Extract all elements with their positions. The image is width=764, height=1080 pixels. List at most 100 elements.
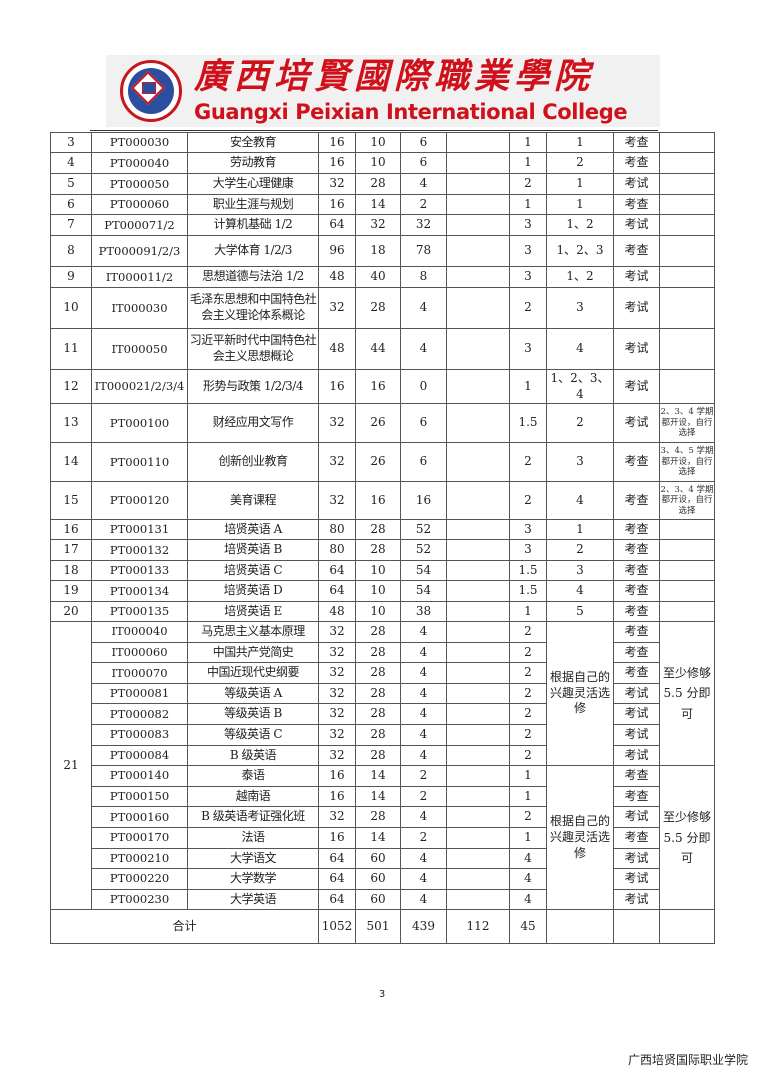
- practice-hours: 52: [400, 539, 447, 561]
- table-row: 10 IT000030 毛泽东思想和中国特色社会主义理论体系概论 32 28 4 2 3 考试: [50, 287, 715, 329]
- exam-type: 考试: [613, 744, 660, 767]
- course-table: 3 PT000030 安全教育 16 10 6 1 1 考查 4 PT000040 劳动教育 16 10 6…: [50, 132, 715, 945]
- table-row: 13 PT000100 财经应用文写作 32 26 6 1.5 2 考试 2、3、4 学期都开设，…: [50, 403, 715, 443]
- exam-type: 考试: [613, 868, 660, 890]
- table-row: PT000140 泰语 16 14 2 1 根据自己的兴趣灵活选修 考查 至少修够 5.5 分即…: [51, 765, 715, 911]
- course-code: PT000220: [91, 868, 188, 890]
- exam-type: 考试: [613, 287, 660, 329]
- credits: 2: [509, 723, 547, 746]
- remark: [659, 132, 715, 153]
- course-name: B 级英语考证强化班: [187, 806, 319, 828]
- exam-type: 考查: [613, 539, 660, 561]
- theory-hours: 10: [355, 132, 401, 153]
- practice-hours: 6: [400, 152, 447, 174]
- course-code: PT000050: [91, 173, 188, 195]
- credits: 3: [509, 519, 547, 540]
- exam-type: 考查: [613, 765, 660, 787]
- total-hours: 16: [318, 152, 356, 174]
- theory-hours: 28: [355, 806, 401, 828]
- practice-hours: 4: [400, 723, 447, 746]
- extra-hours: [446, 560, 510, 581]
- theory-hours: 26: [355, 442, 401, 482]
- credits: 2: [509, 173, 547, 195]
- total-practice: 439: [400, 909, 447, 945]
- semester: 4: [546, 328, 614, 370]
- course-code: PT000071/2: [91, 214, 188, 236]
- course-name: 等级英语 A: [187, 682, 319, 705]
- practice-hours: 16: [400, 481, 447, 520]
- extra-hours: [446, 744, 510, 767]
- theory-hours: 14: [355, 826, 401, 849]
- course-code: PT000083: [91, 723, 188, 746]
- practice-hours: 4: [400, 621, 447, 643]
- credits: 1.5: [509, 580, 547, 602]
- course-code: PT000084: [91, 744, 188, 767]
- course-name: 形势与政策 1/2/3/4: [187, 369, 319, 404]
- total-hours: 32: [318, 173, 356, 195]
- row-number: 19: [50, 580, 92, 602]
- credits: 1.5: [509, 560, 547, 581]
- extra-hours: [446, 173, 510, 195]
- course-name: 劳动教育: [187, 152, 319, 174]
- practice-hours: 4: [400, 287, 447, 329]
- remark: 2、3、4 学期都开设，自行选择: [659, 481, 715, 520]
- exam-type: 考试: [613, 266, 660, 288]
- extra-hours: [446, 403, 510, 443]
- header-rule: [90, 130, 658, 131]
- remark: [659, 235, 715, 267]
- table-row: PT000081 等级英语 A 32 28 4 2 考试: [51, 682, 715, 705]
- credits: 4: [509, 888, 547, 911]
- theory-hours: 28: [355, 723, 401, 746]
- exam-type: 考查: [613, 641, 660, 664]
- course-name: 思想道德与法治 1/2: [187, 266, 319, 288]
- course-code: PT000140: [91, 765, 188, 787]
- page-number: 3: [378, 989, 386, 1000]
- course-code: PT000082: [91, 703, 188, 725]
- exam-type: 考查: [613, 132, 660, 153]
- footer-college: 广西培贤国际职业学院: [627, 1053, 748, 1067]
- table-row: 12 IT000021/2/3/4 形势与政策 1/2/3/4 16 16 0 1 1、2、3…: [50, 369, 715, 404]
- row-number: 6: [50, 194, 92, 215]
- total-hours: 32: [318, 744, 356, 767]
- extra-hours: [446, 539, 510, 561]
- course-name: 职业生涯与规划: [187, 194, 319, 215]
- course-code: PT000120: [91, 481, 188, 520]
- course-code: IT000011/2: [91, 266, 188, 288]
- exam-type: 考查: [613, 662, 660, 684]
- total-hours: 32: [318, 806, 356, 828]
- empty-cell: [613, 909, 660, 945]
- credits: 1: [509, 369, 547, 404]
- theory-hours: 60: [355, 888, 401, 911]
- table-row: 9 IT000011/2 思想道德与法治 1/2 48 40 8 3 1、2 考试: [50, 266, 715, 288]
- row-number: 4: [50, 152, 92, 174]
- theory-hours: 28: [355, 682, 401, 705]
- credits: 1.5: [509, 403, 547, 443]
- course-code: IT000021/2/3/4: [91, 369, 188, 404]
- course-name: 大学生心理健康: [187, 173, 319, 195]
- theory-hours: 44: [355, 328, 401, 370]
- table-row: PT000220 大学数学 64 60 4 4 考试: [51, 868, 715, 890]
- theory-hours: 28: [355, 173, 401, 195]
- total-theory: 501: [355, 909, 401, 945]
- semester: 1: [546, 194, 614, 215]
- remark: [659, 601, 715, 622]
- total-hours: 80: [318, 519, 356, 540]
- practice-hours: 2: [400, 765, 447, 787]
- total-hours: 16: [318, 194, 356, 215]
- extra-hours: [446, 806, 510, 828]
- remark: [659, 287, 715, 329]
- theory-hours: 28: [355, 519, 401, 540]
- exam-type: 考试: [613, 806, 660, 828]
- course-code: PT000060: [91, 194, 188, 215]
- practice-hours: 4: [400, 682, 447, 705]
- credits: 3: [509, 328, 547, 370]
- total-extra: 112: [446, 909, 510, 945]
- college-banner: 廣西培賢國際職業學院 Guangxi Peixian International…: [106, 55, 660, 127]
- credits: 1: [509, 132, 547, 153]
- exam-type: 考试: [613, 847, 660, 870]
- practice-hours: 4: [400, 703, 447, 725]
- course-name: 越南语: [187, 785, 319, 808]
- credits: 2: [509, 682, 547, 705]
- theory-hours: 40: [355, 266, 401, 288]
- college-seal-logo: [120, 60, 182, 122]
